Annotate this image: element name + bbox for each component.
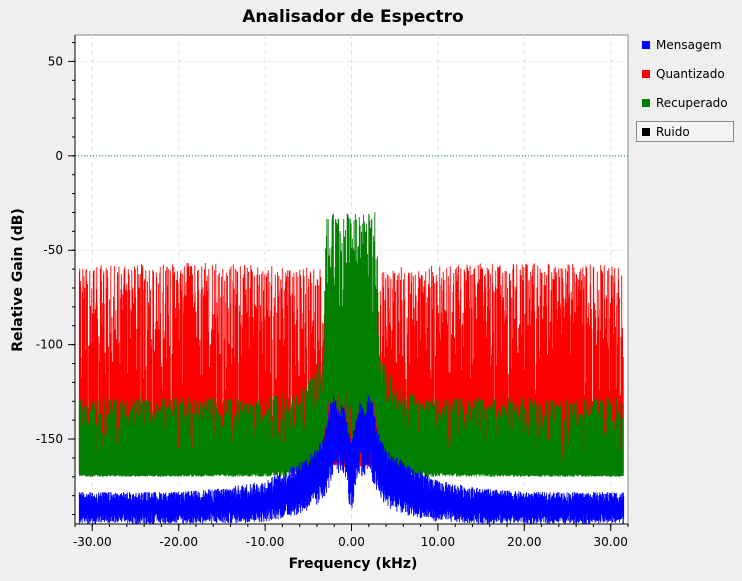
y-tick-label: -150: [36, 432, 63, 446]
series-layer: [75, 155, 628, 524]
y-tick-label: 50: [48, 54, 63, 68]
legend-item-ruido[interactable]: Ruido: [636, 121, 734, 142]
legend-label: Recuperado: [656, 95, 728, 110]
y-tick-label: 0: [55, 149, 63, 163]
legend-swatch: [642, 40, 650, 49]
axes: 50 0 -50 -100 -150 -30.00 -20.00 -10.00 0.00 10.0…: [36, 35, 629, 549]
x-tick-label: -30.00: [73, 535, 112, 549]
x-tick-label: 30.00: [594, 535, 628, 549]
grid-lines: [75, 35, 628, 524]
legend-label: Mensagem: [656, 37, 722, 52]
legend-item-quantizado[interactable]: Quantizado: [636, 63, 734, 84]
legend-swatch: [642, 127, 650, 136]
legend-label: Quantizado: [656, 66, 725, 81]
series-mensagem-trace: [78, 395, 625, 524]
legend-swatch: [642, 69, 650, 78]
chart-title: Analisador de Espectro: [242, 7, 463, 27]
y-axis-label: Relative Gain (dB): [10, 208, 26, 352]
y-tick-label: -50: [43, 243, 63, 257]
legend-item-recuperado[interactable]: Recuperado: [636, 92, 734, 113]
series-recuperado: [78, 212, 624, 477]
x-tick-label: -20.00: [159, 535, 198, 549]
series-mensagem: [78, 395, 625, 524]
legend-label: Ruido: [656, 124, 690, 139]
series-recuperado-trace: [78, 212, 624, 477]
x-tick-label: 20.00: [507, 535, 541, 549]
legend: Mensagem Quantizado Recuperado Ruido: [636, 34, 734, 150]
x-tick-label: 0.00: [338, 535, 365, 549]
legend-swatch: [642, 98, 650, 107]
y-tick-label: -100: [36, 338, 63, 352]
x-tick-label: 10.00: [421, 535, 455, 549]
legend-item-mensagem[interactable]: Mensagem: [636, 34, 734, 55]
x-axis-label: Frequency (kHz): [289, 556, 418, 572]
x-tick-label: -10.00: [246, 535, 285, 549]
